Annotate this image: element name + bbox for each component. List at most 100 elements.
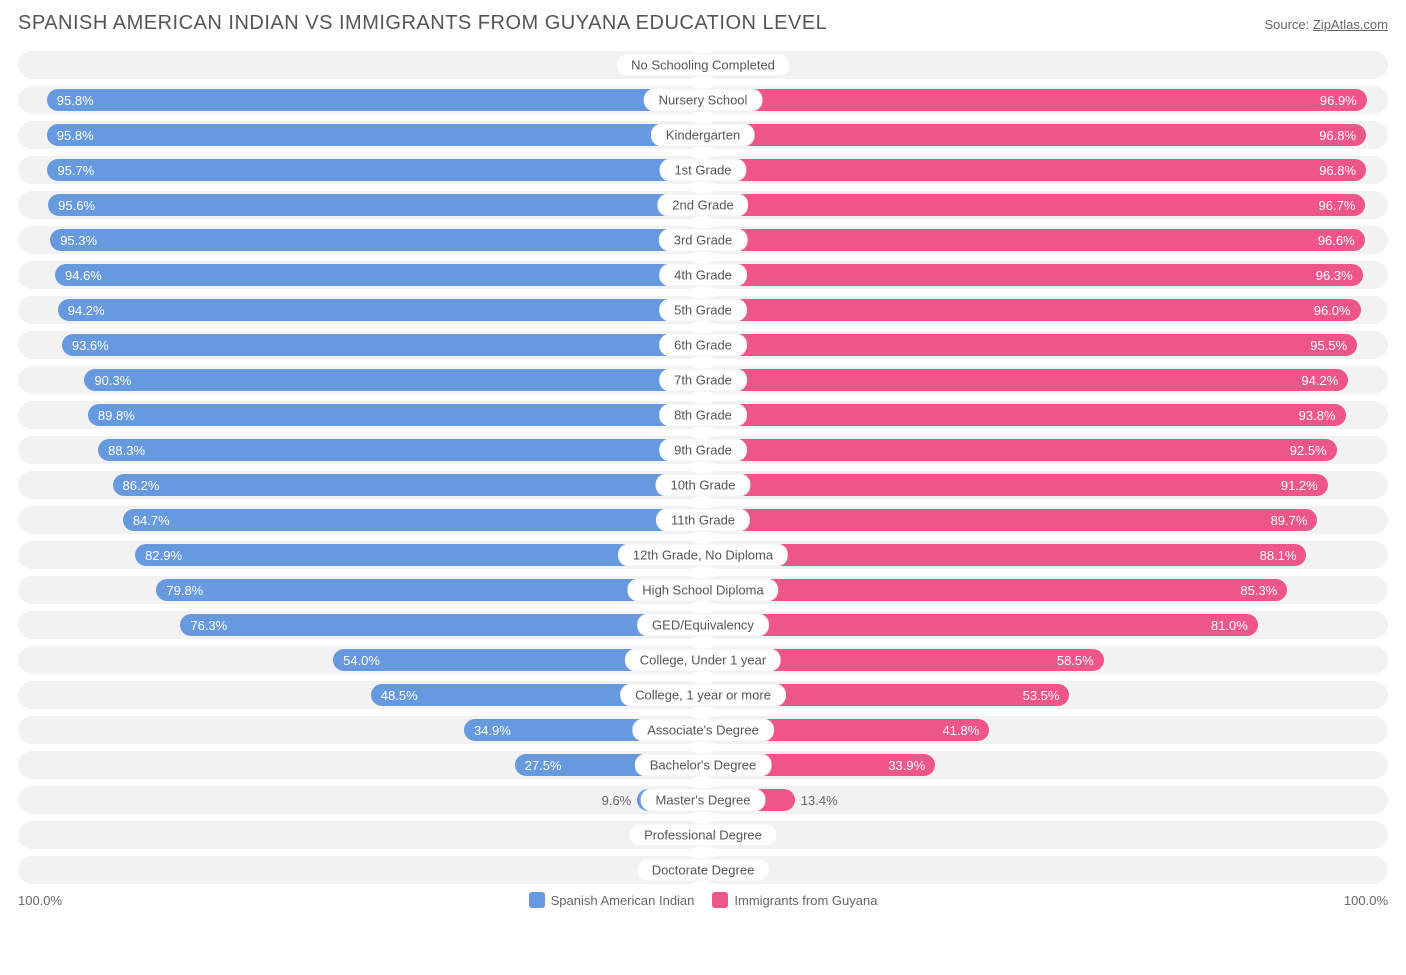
right-bar-value: 85.3% bbox=[1230, 583, 1287, 598]
row-category-label: 8th Grade bbox=[659, 404, 747, 427]
right-bar-value: 93.8% bbox=[1289, 408, 1346, 423]
left-track: 89.8% bbox=[18, 401, 703, 429]
chart-row: 84.7% 89.7% 11th Grade bbox=[18, 504, 1388, 536]
right-track: 1.3% bbox=[703, 856, 1388, 884]
right-bar-value: 96.7% bbox=[1309, 198, 1366, 213]
left-bar: 84.7% bbox=[123, 509, 703, 531]
chart-row: 88.3%92.5%9th Grade bbox=[18, 434, 1388, 466]
right-bar-value: 96.6% bbox=[1308, 233, 1365, 248]
row-category-label: High School Diploma bbox=[627, 579, 778, 602]
right-track: 95.5% bbox=[703, 331, 1388, 359]
left-track: 79.8% bbox=[18, 576, 703, 604]
right-bar-value: 92.5% bbox=[1280, 443, 1337, 458]
row-category-label: 7th Grade bbox=[659, 369, 747, 392]
left-track: 9.6% bbox=[18, 786, 703, 814]
left-bar-value: 34.9% bbox=[464, 723, 521, 738]
axis-max-right: 100.0% bbox=[877, 893, 1388, 908]
chart-row: 93.6% 95.5% 6th Grade bbox=[18, 329, 1388, 361]
left-bar-value: 27.5% bbox=[515, 758, 572, 773]
right-bar-value: 13.4% bbox=[795, 793, 838, 808]
right-bar: 89.7% bbox=[703, 509, 1317, 531]
right-bar-value: 96.9% bbox=[1310, 93, 1367, 108]
right-bar-value: 89.7% bbox=[1261, 513, 1318, 528]
left-bar: 90.3% bbox=[84, 369, 703, 391]
left-track: 34.9% bbox=[18, 716, 703, 744]
left-track: 95.7% bbox=[18, 156, 703, 184]
left-bar-value: 86.2% bbox=[113, 478, 170, 493]
left-bar-value: 94.2% bbox=[58, 303, 115, 318]
chart-row: 76.3%81.0%GED/Equivalency bbox=[18, 609, 1388, 641]
chart-row: 94.2%96.0%5th Grade bbox=[18, 294, 1388, 326]
right-bar-value: 58.5% bbox=[1047, 653, 1104, 668]
right-track: 96.6% bbox=[703, 226, 1388, 254]
right-track: 96.7% bbox=[703, 191, 1388, 219]
left-track: 54.0% bbox=[18, 646, 703, 674]
chart-row: 4.2%3.1%No Schooling Completed bbox=[18, 49, 1388, 81]
left-bar-value: 89.8% bbox=[88, 408, 145, 423]
right-bar: 96.8% bbox=[703, 159, 1366, 181]
right-bar-value: 41.8% bbox=[932, 723, 989, 738]
right-bar-value: 91.2% bbox=[1271, 478, 1328, 493]
chart-row: 95.7% 96.8%1st Grade bbox=[18, 154, 1388, 186]
left-bar-value: 79.8% bbox=[156, 583, 213, 598]
right-track: 92.5% bbox=[703, 436, 1388, 464]
left-track: 95.6% bbox=[18, 191, 703, 219]
right-bar-value: 95.5% bbox=[1300, 338, 1357, 353]
row-category-label: 6th Grade bbox=[659, 334, 747, 357]
right-bar: 81.0% bbox=[703, 614, 1258, 636]
left-bar-value: 95.6% bbox=[48, 198, 105, 213]
right-bar: 91.2% bbox=[703, 474, 1328, 496]
left-track: 90.3% bbox=[18, 366, 703, 394]
legend: Spanish American Indian Immigrants from … bbox=[529, 892, 878, 908]
row-category-label: Associate's Degree bbox=[632, 719, 774, 742]
row-category-label: No Schooling Completed bbox=[616, 54, 790, 77]
left-bar: 95.8% bbox=[47, 89, 703, 111]
left-bar: 79.8% bbox=[156, 579, 703, 601]
right-track: 91.2% bbox=[703, 471, 1388, 499]
legend-swatch-right bbox=[712, 892, 728, 908]
right-bar-value: 88.1% bbox=[1250, 548, 1307, 563]
left-bar-value: 95.7% bbox=[47, 163, 104, 178]
right-bar: 96.8% bbox=[703, 124, 1366, 146]
left-track: 1.1% bbox=[18, 856, 703, 884]
chart-row: 1.1%1.3%Doctorate Degree bbox=[18, 854, 1388, 886]
left-track: 48.5% bbox=[18, 681, 703, 709]
left-bar: 76.3% bbox=[180, 614, 703, 636]
left-bar-value: 95.8% bbox=[47, 93, 104, 108]
right-bar-value: 81.0% bbox=[1201, 618, 1258, 633]
right-track: 93.8% bbox=[703, 401, 1388, 429]
row-category-label: 11th Grade bbox=[656, 509, 750, 532]
row-category-label: 2nd Grade bbox=[657, 194, 748, 217]
right-bar: 85.3% bbox=[703, 579, 1287, 601]
left-bar: 95.7% bbox=[47, 159, 703, 181]
legend-swatch-left bbox=[529, 892, 545, 908]
chart-row: 9.6% 13.4% Master's Degree bbox=[18, 784, 1388, 816]
row-category-label: College, Under 1 year bbox=[625, 649, 781, 672]
left-bar-value: 54.0% bbox=[333, 653, 390, 668]
left-bar-value: 93.6% bbox=[62, 338, 119, 353]
right-track: 13.4% bbox=[703, 786, 1388, 814]
chart-row: 95.8% 96.9% Nursery School bbox=[18, 84, 1388, 116]
right-track: 58.5% bbox=[703, 646, 1388, 674]
source-prefix: Source: bbox=[1264, 17, 1312, 32]
left-track: 76.3% bbox=[18, 611, 703, 639]
right-bar-value: 94.2% bbox=[1291, 373, 1348, 388]
row-category-label: Master's Degree bbox=[641, 789, 766, 812]
left-bar-value: 9.6% bbox=[602, 793, 638, 808]
source-link[interactable]: ZipAtlas.com bbox=[1313, 17, 1388, 32]
left-track: 95.8% bbox=[18, 121, 703, 149]
left-bar: 89.8% bbox=[88, 404, 703, 426]
left-track: 93.6% bbox=[18, 331, 703, 359]
chart-footer: 100.0% Spanish American Indian Immigrant… bbox=[18, 892, 1388, 908]
chart-row: 27.5%33.9%Bachelor's Degree bbox=[18, 749, 1388, 781]
chart-row: 79.8% 85.3% High School Diploma bbox=[18, 574, 1388, 606]
row-category-label: 1st Grade bbox=[659, 159, 746, 182]
right-bar: 92.5% bbox=[703, 439, 1337, 461]
row-category-label: Nursery School bbox=[644, 89, 763, 112]
chart-row: 54.0% 58.5% College, Under 1 year bbox=[18, 644, 1388, 676]
right-bar: 94.2% bbox=[703, 369, 1348, 391]
right-track: 3.7% bbox=[703, 821, 1388, 849]
left-track: 2.7% bbox=[18, 821, 703, 849]
row-category-label: 5th Grade bbox=[659, 299, 747, 322]
right-track: 3.1% bbox=[703, 51, 1388, 79]
